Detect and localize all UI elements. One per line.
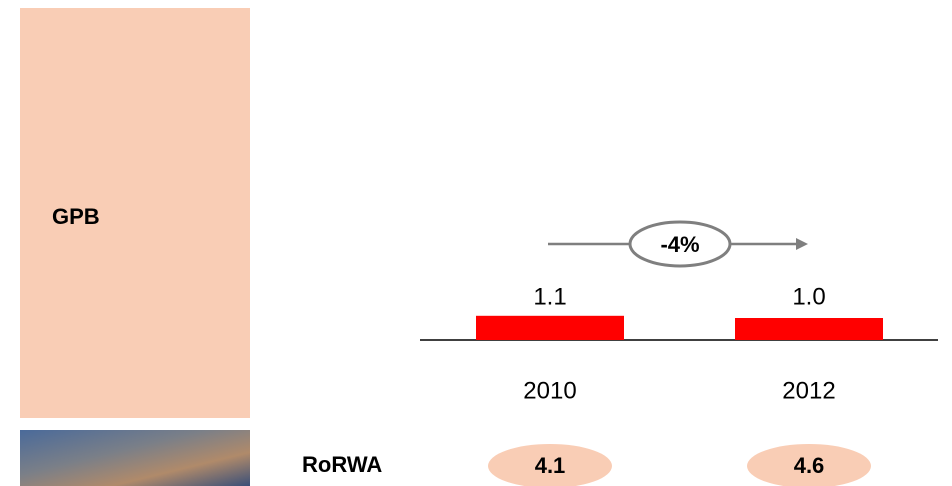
side-panel [20, 8, 250, 418]
metric-value: 4.1 [535, 453, 566, 478]
value-label: 1.1 [533, 283, 566, 310]
x-tick-label: 2012 [782, 377, 835, 404]
annotation: -4% [660, 232, 699, 257]
x-tick-label: 2010 [523, 377, 576, 404]
annotation-bubble [628, 220, 732, 268]
arrow-head [796, 238, 808, 250]
side-label: GPB [52, 204, 100, 229]
photo [20, 430, 250, 486]
metric-bubble [488, 444, 612, 486]
bar [476, 315, 624, 340]
metric-bubble [747, 444, 871, 486]
metric-value: 4.6 [794, 453, 825, 478]
value-label: 1.0 [792, 283, 825, 310]
metric-label: RoRWA [302, 452, 382, 477]
bar [735, 318, 883, 340]
